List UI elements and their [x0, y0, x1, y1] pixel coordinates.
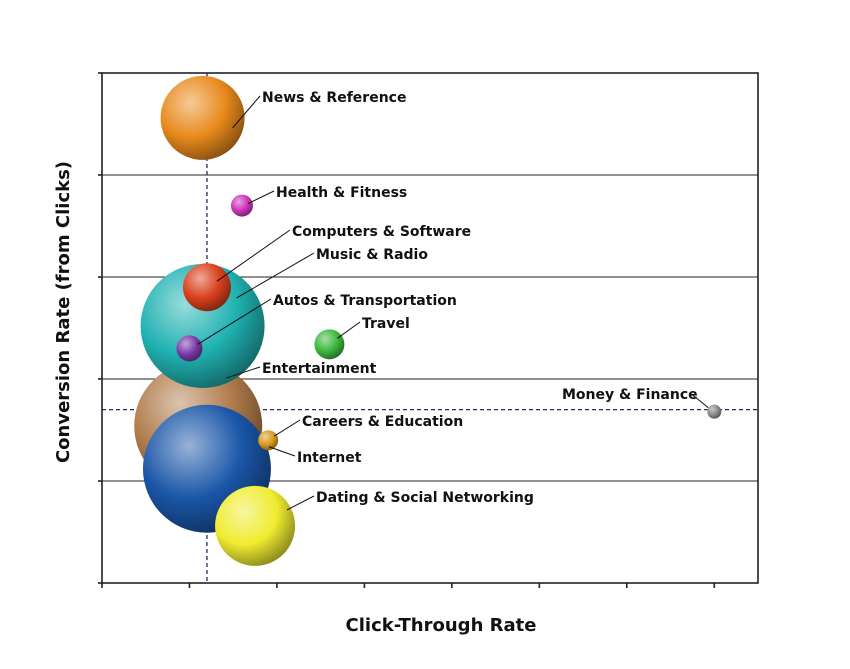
bubble-label: News & Reference [262, 90, 406, 106]
leader-line [286, 495, 315, 511]
bubble-label: Internet [297, 450, 362, 466]
bubble-label: Music & Radio [316, 247, 428, 263]
bubble-label: Computers & Software [292, 224, 471, 240]
x-axis-title: Click-Through Rate [346, 615, 537, 636]
leader-line [337, 321, 361, 339]
bubble-label: Money & Finance [562, 387, 698, 403]
bubble [314, 329, 345, 360]
bubbles [134, 75, 722, 566]
bubble-label: Autos & Transportation [273, 293, 457, 309]
bubble [176, 335, 203, 362]
leader-line [273, 419, 301, 437]
leader-line [247, 190, 275, 205]
axis-ticks [98, 72, 716, 588]
bubble [160, 75, 245, 160]
plot-frame [101, 72, 759, 584]
leader-lines [197, 95, 709, 511]
bubble [140, 263, 265, 388]
bubble [258, 430, 279, 451]
bubble [215, 485, 296, 566]
bubble-label: Dating & Social Networking [316, 490, 534, 506]
y-axis-title: Conversion Rate (from Clicks) [53, 161, 74, 463]
bubble [707, 404, 722, 419]
bubble-label: Travel [362, 316, 410, 332]
leader-line [216, 229, 291, 282]
leader-line [232, 95, 261, 129]
leader-line [689, 392, 709, 409]
bubble-labels: News & Reference Health & Fitness Computer… [262, 90, 698, 506]
leader-line [236, 252, 315, 299]
bubble [230, 194, 253, 217]
leader-line [268, 446, 296, 457]
bubble-label: Careers & Education [302, 414, 463, 430]
leader-line [226, 366, 261, 379]
bubble-label: Health & Fitness [276, 185, 407, 201]
bubble [182, 263, 231, 312]
leader-line [197, 298, 272, 345]
bubble-label: Entertainment [262, 361, 377, 377]
